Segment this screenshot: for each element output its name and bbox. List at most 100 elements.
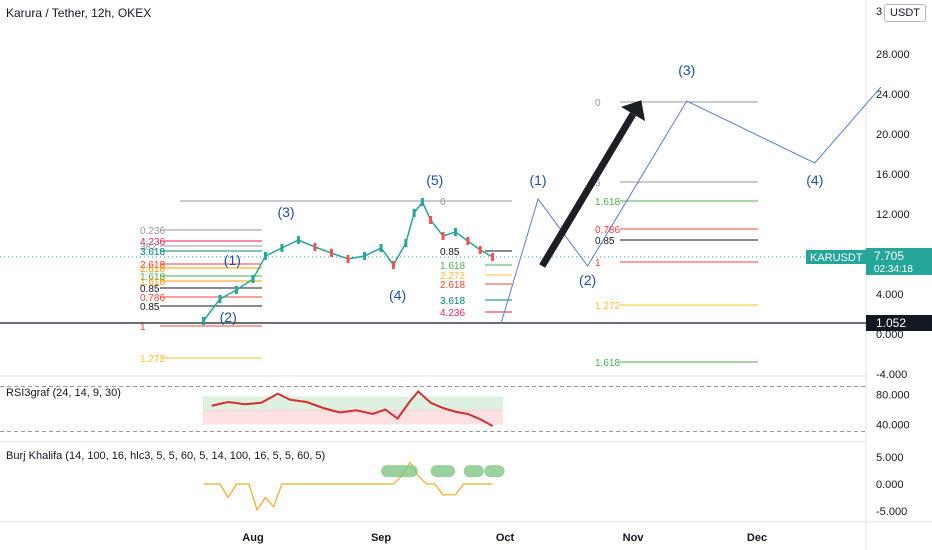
wave-label: (3) xyxy=(678,62,695,78)
y-tick-label: -4.000 xyxy=(876,369,907,381)
price-candle xyxy=(478,246,482,254)
fib-level-label: 0.85 xyxy=(140,284,160,295)
rsi-line xyxy=(211,390,494,427)
burj-y-tick-label: -5.000 xyxy=(876,506,907,518)
fib-level-label: 3.618 xyxy=(440,296,465,307)
line-price-text: 1.052 xyxy=(876,316,906,330)
fib-level-label: 5 xyxy=(595,178,601,189)
fib-level-label: 0.85 xyxy=(440,247,460,258)
last-price-text: 7.705 xyxy=(874,249,904,263)
price-candle xyxy=(491,253,495,261)
wave-label: (3) xyxy=(277,204,294,220)
fib-level-label: 0 xyxy=(595,98,601,109)
x-tick-label: Nov xyxy=(623,532,645,544)
x-tick-label: Dec xyxy=(747,532,767,544)
price-candle xyxy=(441,232,445,240)
chart-title: Karura / Tether, 12h, OKEX xyxy=(6,6,152,20)
burj-line xyxy=(203,461,493,512)
trend-arrow-shaft xyxy=(539,112,637,268)
symbol-badge-text: KARUSDT xyxy=(810,252,863,264)
fib-level-label: 1 xyxy=(140,322,146,333)
burj-signal-pill xyxy=(484,465,505,478)
fib-level-label: 1 xyxy=(595,258,601,269)
y-tick-label: 16.000 xyxy=(876,169,910,181)
wave-label: (4) xyxy=(806,172,823,188)
countdown-text: 02:34:18 xyxy=(874,264,913,275)
fib-level-label: 1.618 xyxy=(140,272,165,283)
projection-path xyxy=(500,86,882,325)
price-candle xyxy=(251,275,255,283)
price-candle xyxy=(329,249,333,257)
fib-level-label: 0 xyxy=(440,197,446,208)
price-candle xyxy=(346,255,350,263)
rsi-y-tick-label: 80.000 xyxy=(876,390,910,402)
wave-label: (2) xyxy=(220,309,237,325)
scale-prefix: 3 xyxy=(876,6,883,18)
burj-signal-pill xyxy=(430,465,456,478)
fib-level-label: 382 xyxy=(140,242,157,253)
trend-arrow-head xyxy=(621,100,646,122)
fib-level-label: 4.236 xyxy=(440,308,465,319)
price-candle xyxy=(391,261,395,269)
price-candle xyxy=(429,216,433,224)
fib-level-label: 1.618 xyxy=(595,197,620,208)
symbol-badge xyxy=(806,250,866,264)
price-candle xyxy=(296,236,300,244)
price-candle xyxy=(379,244,383,252)
x-tick-label: Aug xyxy=(242,532,263,544)
fib-level-label: 4.236 xyxy=(140,237,165,248)
y-tick-label: 20.000 xyxy=(876,129,910,141)
line-price-badge xyxy=(866,315,932,331)
x-tick-label: Sep xyxy=(371,532,391,544)
y-tick-label: 28.000 xyxy=(876,49,910,61)
fib-level-label: 1.272 xyxy=(595,301,620,312)
y-tick-label: 12.000 xyxy=(876,209,910,221)
burj-signal-pill xyxy=(463,465,484,478)
burj-y-tick-label: 5.000 xyxy=(876,452,904,464)
fib-level-label: 2.272 xyxy=(440,271,465,282)
burj-pane-title: Burj Khalifa (14, 100, 16, hlc3, 5, 5, 6… xyxy=(6,450,326,462)
fib-level-label: 0.786 xyxy=(140,293,165,304)
fib-level-label: 0.85 xyxy=(140,302,160,313)
price-candle xyxy=(453,228,457,236)
fib-level-label: 2.618 xyxy=(140,260,165,271)
price-candle xyxy=(404,239,408,247)
fib-level-label: 0.786 xyxy=(595,225,620,236)
rsi-pane-title: RSI3graf (24, 14, 9, 30) xyxy=(6,387,121,399)
price-candle xyxy=(363,252,367,260)
price-candle xyxy=(412,209,416,217)
wave-label: (1) xyxy=(529,172,546,188)
burj-signal-pill xyxy=(381,465,418,478)
price-candle xyxy=(313,243,317,251)
rsi-oversold-zone xyxy=(203,409,503,425)
price-candle xyxy=(201,317,205,325)
currency-badge[interactable]: USDT xyxy=(884,4,926,22)
fib-level-label: 2.618 xyxy=(440,280,465,291)
fib-level-label: 2.618 xyxy=(140,264,165,275)
wave-label: (1) xyxy=(224,252,241,268)
price-candle xyxy=(280,244,284,252)
price-candle xyxy=(466,237,470,245)
last-price-badge xyxy=(866,248,932,275)
price-candle xyxy=(234,286,238,294)
x-tick-label: Oct xyxy=(496,532,515,544)
fib-level-label: 1.618 xyxy=(140,277,165,288)
wave-label: (4) xyxy=(389,287,406,303)
fib-level-label: 1.618 xyxy=(440,261,465,272)
fib-level-label: 0.236 xyxy=(140,226,165,237)
fib-level-label: 0.85 xyxy=(595,236,615,247)
price-candle xyxy=(263,252,267,260)
price-candle xyxy=(420,198,424,206)
fib-level-label: 1.272 xyxy=(140,354,165,365)
fib-level-label: 3.618 xyxy=(140,247,165,258)
burj-y-tick-label: 0.000 xyxy=(876,479,904,491)
wave-label: (5) xyxy=(426,172,443,188)
wave-label: (2) xyxy=(579,272,596,288)
price-candle xyxy=(218,295,222,303)
price-line xyxy=(202,200,493,322)
y-tick-label: 4.000 xyxy=(876,289,904,301)
y-tick-label: 0.000 xyxy=(876,329,904,341)
y-tick-label: 24.000 xyxy=(876,89,910,101)
fib-level-label: 1.618 xyxy=(595,358,620,369)
